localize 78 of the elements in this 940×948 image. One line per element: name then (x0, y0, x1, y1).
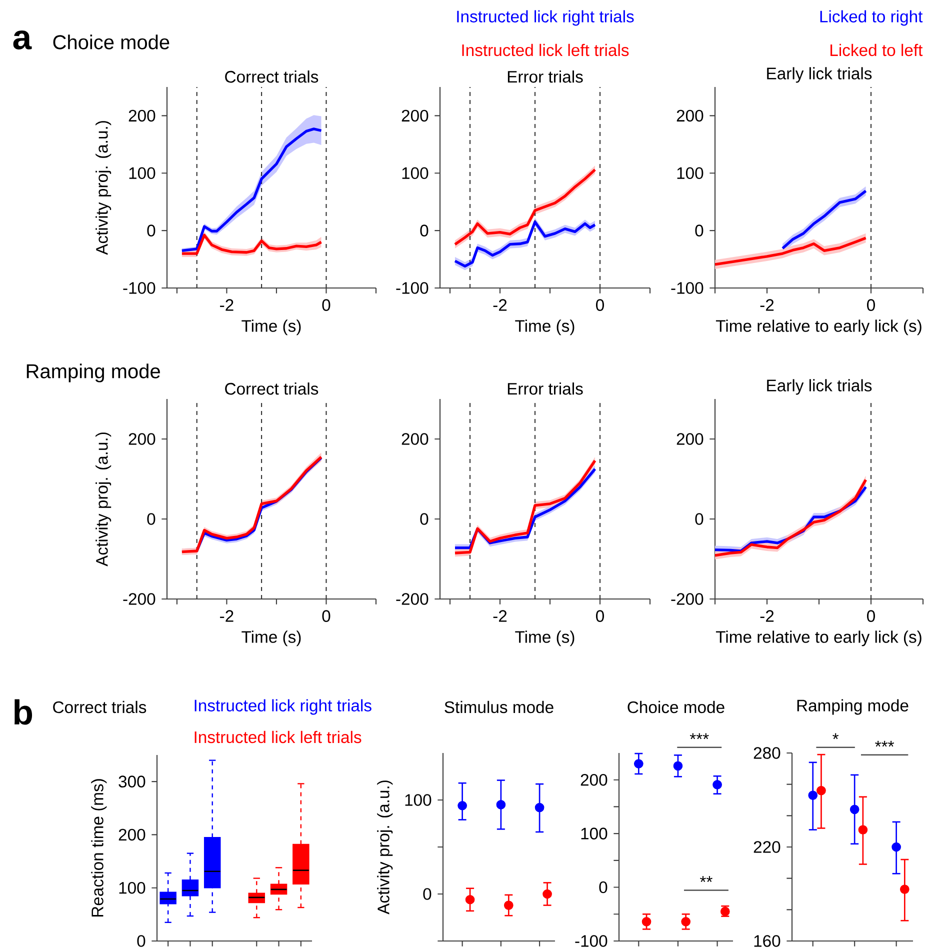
y-tick-label: -100 (396, 282, 428, 294)
text: Instructed lick left trials (462, 44, 629, 56)
y-tick-label: 100 (581, 828, 608, 840)
y-tick-label: 200 (676, 433, 704, 445)
y-tick-label: 200 (580, 774, 608, 786)
y-tick-label: 0 (147, 224, 156, 236)
y-tick-label: 0 (695, 224, 704, 236)
chart-title: Stimulus mode (444, 700, 554, 714)
text: Instructed lick right trials (194, 699, 372, 715)
text: Ramping mode (26, 364, 160, 382)
y-axis-title: Reaction time (ms) (91, 779, 107, 917)
y-axis-title: Activity proj. (a.u.) (96, 432, 112, 566)
y-tick-label: 200 (402, 433, 428, 445)
y-tick-label: 300 (118, 776, 146, 788)
y-tick-label: -200 (396, 593, 428, 605)
y-tick-label: 0 (695, 513, 704, 525)
y-tick-label: -200 (123, 593, 156, 605)
chart-title: Correct trials (225, 382, 318, 395)
x-tick-label: -2 (493, 299, 507, 311)
y-tick-label: 100 (119, 882, 146, 894)
chart-title: Choice mode (628, 700, 724, 714)
y-tick-label: 100 (129, 167, 156, 180)
y-tick-label: 280 (754, 747, 780, 759)
chart-title: Correct trials (225, 70, 318, 83)
chart-title: Error trials (508, 70, 583, 83)
y-tick-label: -200 (671, 593, 704, 605)
chart-title: Error trials (508, 382, 583, 395)
chart-title: Early lick trials (767, 67, 872, 83)
text: Licked to left (830, 44, 923, 56)
y-tick-label: 100 (405, 794, 432, 806)
y-tick-label: 200 (118, 828, 146, 841)
text: Licked to right (820, 10, 923, 26)
x-tick-label: -2 (220, 610, 234, 622)
x-tick-label: -2 (760, 610, 774, 622)
y-tick-label: 0 (420, 224, 428, 236)
y-tick-label: 200 (128, 110, 156, 122)
text: b (14, 699, 32, 725)
y-tick-label: 100 (677, 167, 704, 180)
y-tick-label: -100 (575, 935, 608, 947)
x-axis-title: Time (s) (242, 320, 301, 336)
text: * (832, 733, 839, 740)
y-tick-label: 0 (423, 888, 432, 900)
y-axis-title: Activity proj. (a.u.) (377, 780, 393, 914)
y-tick-label: 160 (754, 935, 780, 947)
x-axis-title: Time relative to early lick (s) (716, 630, 922, 646)
y-tick-label: 200 (128, 433, 156, 445)
x-axis-title: Time (s) (242, 630, 301, 646)
x-tick-label: 0 (322, 299, 330, 311)
y-tick-label: 0 (137, 935, 146, 947)
annotation: ** (700, 876, 712, 882)
y-tick-label: 220 (754, 841, 780, 853)
text: Instructed lick left trials (194, 730, 362, 744)
chart-title: Early lick trials (767, 379, 872, 395)
y-axis-title: Activity proj. (a.u.) (96, 121, 112, 255)
text: Choice mode (53, 34, 170, 50)
text: *** (875, 740, 894, 747)
x-axis-title: Time relative to early lick (s) (716, 320, 922, 336)
chart-title: Ramping mode (797, 699, 908, 715)
y-tick-label: 0 (147, 513, 156, 525)
y-tick-label: 200 (676, 110, 704, 122)
x-tick-label: 0 (322, 610, 330, 622)
x-tick-label: -2 (220, 299, 234, 311)
x-tick-label: -2 (760, 299, 774, 311)
y-tick-label: 0 (420, 513, 428, 525)
x-tick-label: -2 (493, 610, 507, 622)
x-axis-title: Time (s) (515, 630, 574, 646)
text: a (13, 30, 32, 50)
x-tick-label: 0 (867, 299, 875, 311)
x-axis-title: Time (s) (515, 320, 574, 336)
y-tick-label: 200 (402, 110, 428, 122)
y-tick-label: 0 (599, 881, 608, 894)
y-tick-label: -100 (123, 282, 156, 294)
x-tick-label: 0 (867, 610, 875, 622)
text: Instructed lick right trials (457, 10, 634, 26)
y-tick-label: 100 (402, 167, 428, 180)
text: *** (690, 733, 709, 740)
chart-title: Correct trials (53, 700, 146, 714)
y-tick-label: -100 (671, 282, 704, 294)
